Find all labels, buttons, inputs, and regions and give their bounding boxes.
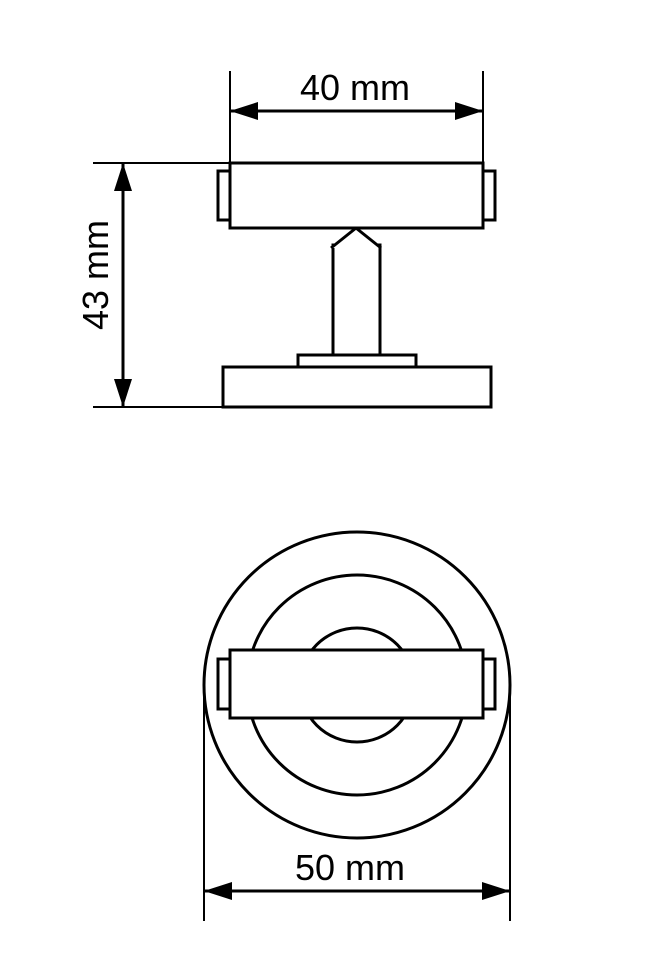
- technical-drawing: 40 mm 43 mm 50 mm: [0, 0, 671, 956]
- dimension-label-width-top: 40 mm: [300, 67, 410, 108]
- dimension-label-width-bottom: 50 mm: [295, 847, 405, 888]
- dimension-label-height-left: 43 mm: [75, 220, 116, 330]
